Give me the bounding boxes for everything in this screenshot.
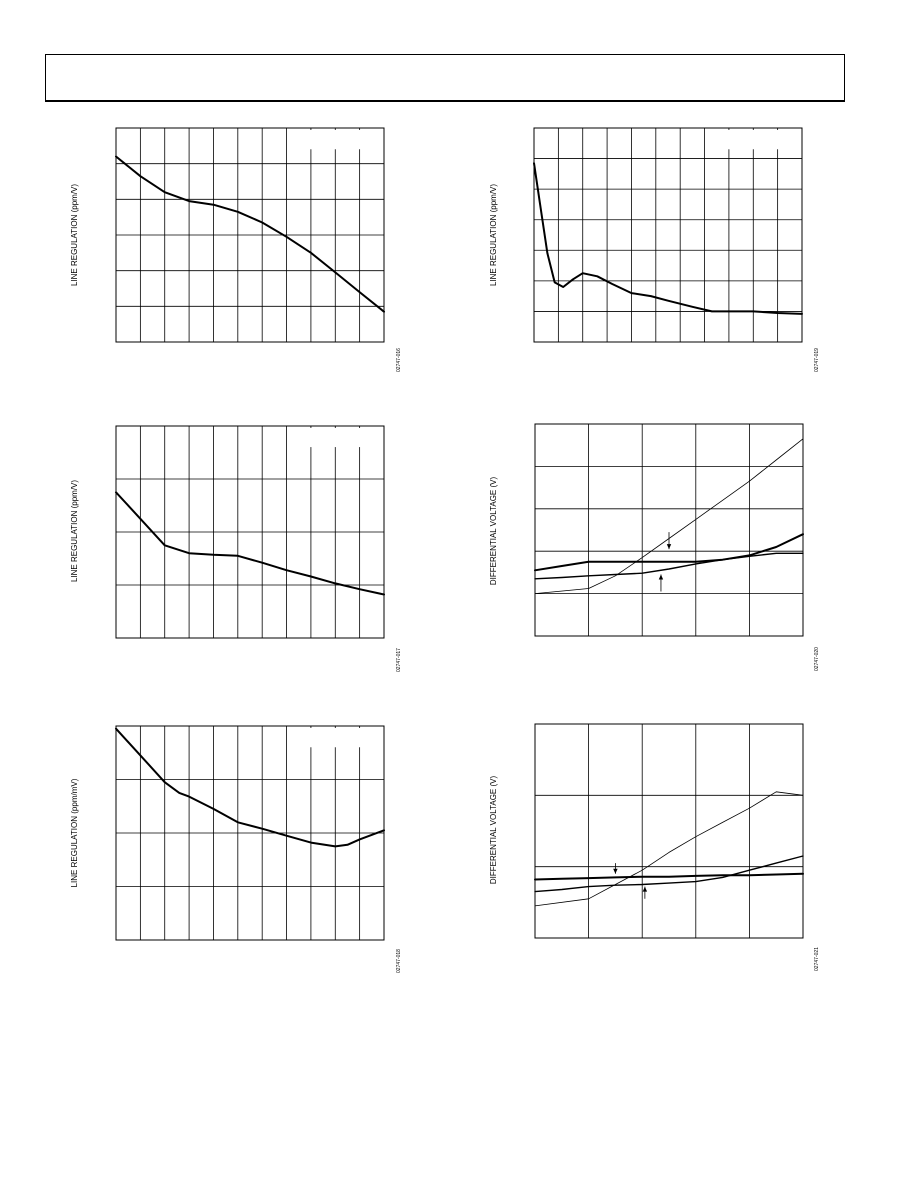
chart-4-ylabel: LINE REGULATION (ppm/mV) — [70, 778, 79, 888]
chart-1-fig-code: 02747-019 — [814, 348, 820, 372]
series-line-0 — [534, 438, 804, 594]
legend-box — [306, 428, 382, 448]
chart-3-ylabel: DIFFERENTIAL VOLTAGE (V) — [489, 476, 498, 586]
chart-0-plot — [115, 127, 385, 343]
chart-2-plot — [115, 425, 385, 639]
series-line-2 — [534, 855, 804, 893]
chart-4-plot — [115, 725, 385, 941]
annotation-arrow-head-0 — [613, 868, 618, 874]
chart-5-ylabel: DIFFERENTIAL VOLTAGE (V) — [489, 775, 498, 885]
plot-frame — [533, 127, 803, 343]
series-line-0 — [533, 162, 803, 315]
chart-3-fig-code: 02747-020 — [814, 647, 820, 671]
annotation-arrow-head-1 — [658, 574, 664, 580]
plot-frame — [115, 725, 385, 941]
series-line-0 — [534, 791, 804, 907]
annotation-arrow-head-0 — [666, 544, 672, 550]
chart-5-plot — [534, 723, 804, 939]
chart-1-plot — [533, 127, 803, 343]
page-header-box — [45, 54, 845, 102]
legend-box — [306, 728, 382, 748]
plot-frame — [534, 723, 804, 939]
annotation-arrow-head-1 — [642, 886, 648, 892]
chart-2-fig-code: 02747-017 — [396, 648, 402, 672]
chart-0-ylabel: LINE REGULATION (ppm/V) — [70, 183, 79, 287]
series-line-0 — [115, 727, 385, 848]
series-line-1 — [534, 533, 804, 572]
plot-frame — [534, 423, 804, 637]
series-line-2 — [534, 552, 804, 580]
series-line-1 — [534, 872, 804, 881]
series-line-0 — [115, 491, 385, 596]
chart-0-fig-code: 02747-016 — [396, 348, 402, 372]
chart-5-fig-code: 02747-021 — [814, 947, 820, 971]
legend-box — [724, 130, 800, 150]
plot-frame — [115, 127, 385, 343]
legend-box — [306, 130, 382, 150]
chart-4-fig-code: 02747-018 — [396, 949, 402, 973]
series-line-0 — [115, 155, 385, 313]
plot-frame — [115, 425, 385, 639]
chart-3-plot — [534, 423, 804, 637]
chart-1-ylabel: LINE REGULATION (ppm/V) — [489, 183, 498, 287]
chart-2-ylabel: LINE REGULATION (ppm/V) — [70, 479, 79, 583]
